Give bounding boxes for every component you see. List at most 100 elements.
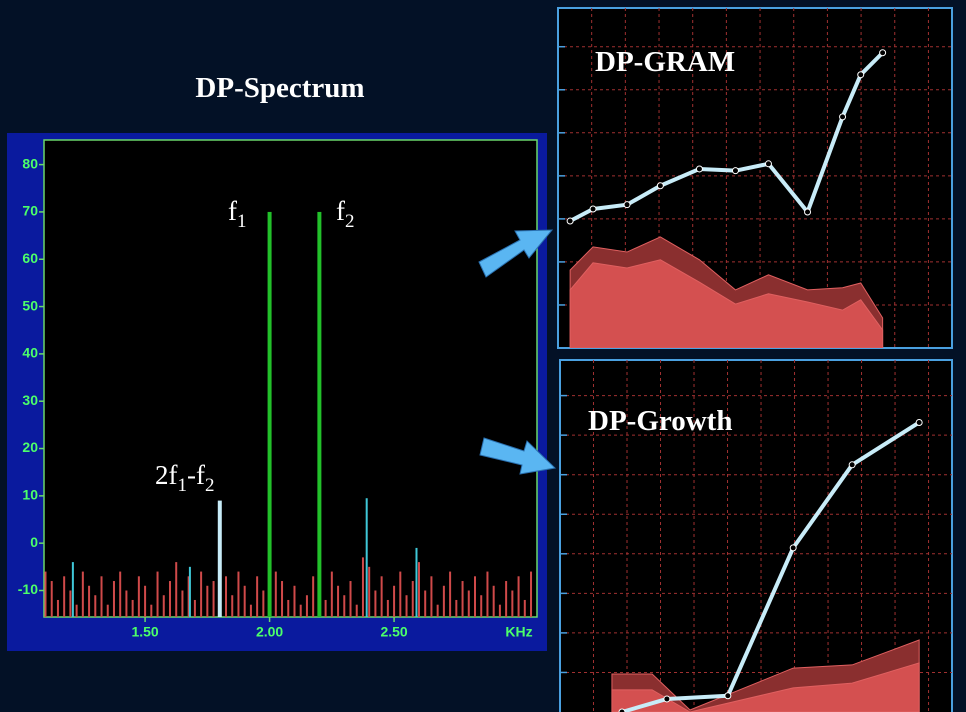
bar bbox=[181, 590, 184, 617]
data-point bbox=[789, 544, 797, 552]
bar bbox=[393, 585, 396, 617]
bar bbox=[156, 571, 159, 617]
y-tick-label: 30 bbox=[22, 392, 38, 408]
arrow bbox=[478, 229, 554, 278]
y-tick-label: 50 bbox=[22, 297, 38, 313]
spectrum-plot bbox=[43, 139, 538, 618]
bar bbox=[293, 585, 296, 617]
data-point bbox=[618, 708, 626, 712]
noise-area bbox=[611, 662, 920, 712]
bar bbox=[386, 599, 389, 617]
bar bbox=[442, 585, 445, 617]
bar bbox=[162, 595, 165, 617]
data-point bbox=[656, 182, 664, 190]
bar bbox=[349, 581, 352, 617]
bar bbox=[56, 599, 59, 617]
bar bbox=[249, 604, 252, 617]
y-tick-label: 60 bbox=[22, 250, 38, 266]
data-point bbox=[915, 418, 923, 426]
bar bbox=[492, 585, 495, 617]
bar bbox=[144, 585, 147, 617]
bar bbox=[449, 571, 452, 617]
bar bbox=[365, 498, 368, 617]
data-point bbox=[764, 160, 772, 168]
bar bbox=[417, 562, 420, 617]
y-tick-label: 80 bbox=[22, 155, 38, 171]
bar bbox=[187, 576, 190, 617]
y-tick-label: -10 bbox=[18, 581, 38, 597]
data-point bbox=[724, 692, 732, 700]
annotation: 2f1-f2 bbox=[155, 460, 214, 496]
bar bbox=[112, 581, 115, 617]
y-tick-label: 10 bbox=[22, 487, 38, 503]
data-point bbox=[623, 201, 631, 209]
bar bbox=[511, 590, 514, 617]
bar bbox=[287, 599, 290, 617]
bar bbox=[106, 604, 109, 617]
bar bbox=[119, 571, 122, 617]
bar bbox=[523, 599, 526, 617]
bar bbox=[81, 571, 84, 617]
bar bbox=[188, 566, 191, 617]
bar bbox=[498, 604, 501, 617]
y-tick-label: 0 bbox=[30, 534, 38, 550]
bar bbox=[69, 590, 72, 617]
data-point bbox=[879, 49, 887, 57]
chart-title: DP-Spectrum bbox=[195, 72, 364, 104]
spectrum-chart: -10 0 10 20 30 40 50 60 70 80 1.50 2.00 2.50 KHz bbox=[18, 155, 533, 639]
bar bbox=[75, 604, 78, 617]
bar bbox=[63, 576, 66, 617]
y-tick-label: 70 bbox=[22, 203, 38, 219]
bar bbox=[317, 211, 322, 617]
bar bbox=[206, 585, 209, 617]
bar bbox=[262, 590, 265, 617]
y-tick-label: 20 bbox=[22, 439, 38, 455]
bar bbox=[368, 566, 371, 617]
bar bbox=[71, 562, 74, 617]
bar bbox=[467, 590, 470, 617]
bar bbox=[299, 604, 302, 617]
bar bbox=[94, 595, 97, 617]
noise-area bbox=[569, 259, 884, 348]
chart-title: DP-Growth bbox=[588, 405, 732, 437]
bar bbox=[256, 576, 259, 617]
bar bbox=[305, 595, 308, 617]
bar bbox=[50, 581, 53, 617]
x-axis-label: KHz bbox=[505, 624, 532, 640]
x-tick-label: 2.00 bbox=[256, 624, 283, 640]
bar bbox=[281, 581, 284, 617]
annotation: f2 bbox=[336, 196, 355, 232]
x-tick-label: 1.50 bbox=[131, 624, 158, 640]
bar bbox=[461, 581, 464, 617]
annotation: f1 bbox=[228, 196, 247, 232]
bar bbox=[399, 571, 402, 617]
bar bbox=[505, 581, 508, 617]
bar bbox=[125, 590, 128, 617]
x-tick-label: 2.50 bbox=[380, 624, 407, 640]
bar bbox=[225, 576, 228, 617]
bar bbox=[200, 571, 203, 617]
data-point bbox=[848, 461, 856, 469]
bar bbox=[243, 585, 246, 617]
bar bbox=[88, 585, 91, 617]
bar bbox=[131, 599, 134, 617]
bar bbox=[355, 604, 358, 617]
bar bbox=[324, 599, 327, 617]
bar bbox=[374, 590, 377, 617]
growth-chart bbox=[560, 360, 952, 712]
bar bbox=[455, 599, 458, 617]
bar bbox=[267, 211, 272, 617]
data-point bbox=[857, 71, 865, 79]
bar bbox=[137, 576, 140, 617]
data-point bbox=[663, 695, 671, 703]
arrow bbox=[479, 437, 557, 475]
bar bbox=[217, 500, 222, 617]
bar bbox=[212, 581, 215, 617]
chart-title: DP-GRAM bbox=[595, 46, 735, 78]
bar bbox=[343, 595, 346, 617]
bar bbox=[100, 576, 103, 617]
data-point bbox=[731, 167, 739, 175]
bar bbox=[337, 585, 340, 617]
data-line bbox=[621, 420, 921, 712]
